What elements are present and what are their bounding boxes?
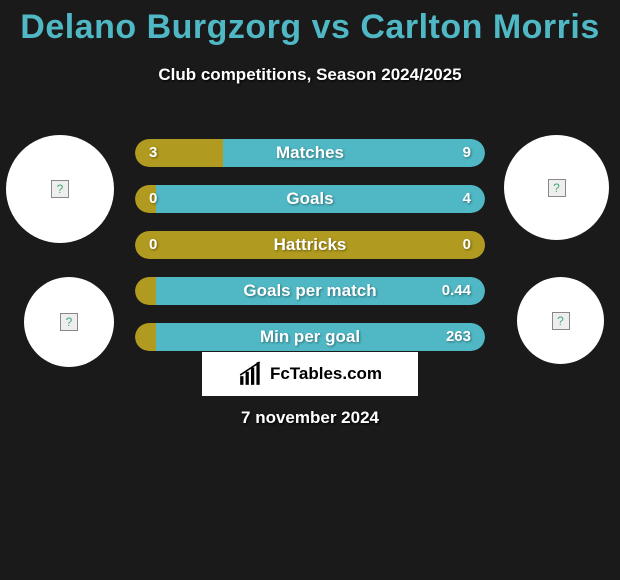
bar-value-right: 0.44 bbox=[442, 277, 471, 305]
broken-image-icon: ? bbox=[552, 312, 570, 330]
player-left-avatar: ? bbox=[6, 135, 114, 243]
render-date: 7 november 2024 bbox=[0, 408, 620, 428]
stat-bar: Min per goal263 bbox=[135, 323, 485, 351]
broken-image-icon: ? bbox=[548, 179, 566, 197]
bar-value-left: 3 bbox=[149, 139, 157, 167]
team-left-logo: ? bbox=[24, 277, 114, 367]
bar-chart-icon bbox=[238, 361, 264, 387]
bar-value-right: 4 bbox=[463, 185, 471, 213]
comparison-content: ? ? ? ? Matches39Goals04Hattricks00Goals… bbox=[0, 125, 620, 365]
bar-value-left: 0 bbox=[149, 231, 157, 259]
stat-bar: Matches3 9 bbox=[135, 139, 485, 167]
stat-bar: Goals0 4 bbox=[135, 185, 485, 213]
bar-label: Goals per match bbox=[135, 277, 485, 305]
player-right-avatar: ? bbox=[504, 135, 609, 240]
stat-bar: Goals per match0.44 bbox=[135, 277, 485, 305]
page-subtitle: Club competitions, Season 2024/2025 bbox=[0, 65, 620, 85]
bar-value-right: 9 bbox=[463, 139, 471, 167]
bar-label: Hattricks bbox=[135, 231, 485, 259]
bar-label: Min per goal bbox=[135, 323, 485, 351]
page-title: Delano Burgzorg vs Carlton Morris bbox=[0, 0, 620, 47]
broken-image-icon: ? bbox=[60, 313, 78, 331]
site-logo-text: FcTables.com bbox=[270, 364, 382, 384]
bar-value-left: 0 bbox=[149, 185, 157, 213]
bar-value-right: 0 bbox=[463, 231, 471, 259]
bar-value-right: 263 bbox=[446, 323, 471, 351]
bar-label: Matches bbox=[135, 139, 485, 167]
team-right-logo: ? bbox=[517, 277, 604, 364]
site-logo: FcTables.com bbox=[202, 352, 418, 396]
comparison-bars: Matches39Goals04Hattricks00Goals per mat… bbox=[135, 139, 485, 369]
stat-bar: Hattricks0 0 bbox=[135, 231, 485, 259]
bar-label: Goals bbox=[135, 185, 485, 213]
broken-image-icon: ? bbox=[51, 180, 69, 198]
